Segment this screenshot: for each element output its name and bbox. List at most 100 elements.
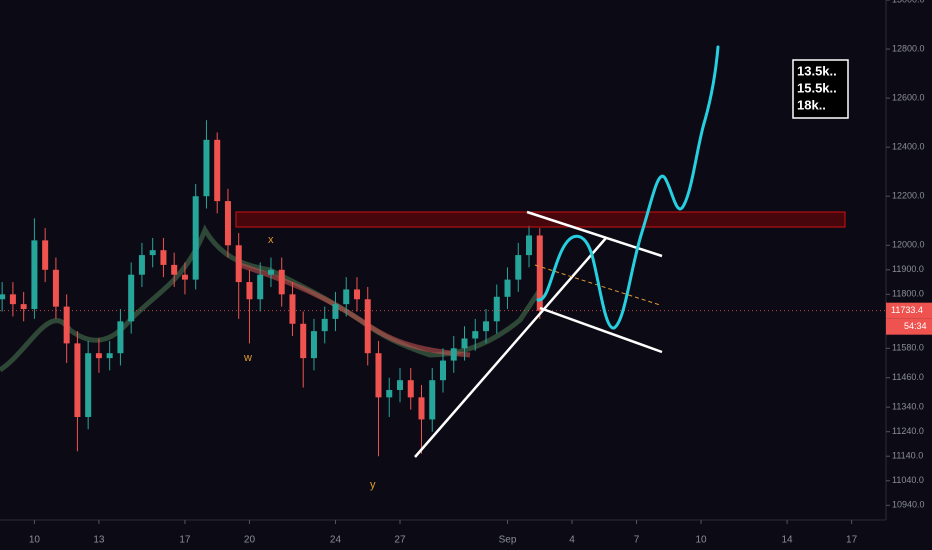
candle-body bbox=[396, 380, 403, 390]
candle-body bbox=[504, 279, 511, 297]
candle-body bbox=[493, 296, 500, 322]
x-tick-label: 7 bbox=[634, 535, 640, 546]
candle-body bbox=[74, 343, 81, 417]
y-tick-label: 11040.0 bbox=[892, 475, 924, 485]
y-tick-label: 11140.0 bbox=[892, 451, 923, 461]
candle-body bbox=[9, 294, 16, 305]
x-tick-label: Sep bbox=[499, 535, 517, 546]
candle-body bbox=[128, 274, 135, 322]
y-tick-label: 12800.0 bbox=[892, 43, 925, 53]
candle-body bbox=[52, 269, 59, 307]
x-tick-label: 24 bbox=[330, 535, 342, 546]
candle-body bbox=[515, 255, 522, 280]
candle-body bbox=[149, 250, 156, 256]
y-tick-label: 11900.0 bbox=[892, 264, 924, 274]
y-tick-label: 11240.0 bbox=[892, 426, 924, 436]
x-tick-label: 17 bbox=[179, 535, 191, 546]
x-tick-label: 10 bbox=[29, 535, 41, 546]
wave-label: w bbox=[243, 352, 252, 364]
countdown-box bbox=[886, 318, 932, 335]
wave-label: x bbox=[268, 234, 274, 246]
target-text: 15.5k.. bbox=[797, 80, 837, 95]
candle-body bbox=[418, 397, 425, 420]
candle-body bbox=[300, 323, 307, 359]
projection-path bbox=[536, 45, 720, 330]
candle-body bbox=[267, 269, 274, 275]
y-tick-label: 11580.0 bbox=[892, 343, 924, 353]
candle-body bbox=[472, 331, 479, 339]
candle-body bbox=[375, 353, 382, 398]
candle-body bbox=[117, 321, 124, 354]
candle-body bbox=[42, 240, 49, 270]
candle-body bbox=[440, 360, 446, 381]
plot-area bbox=[0, 120, 886, 457]
candle-body bbox=[63, 306, 70, 344]
x-tick-label: 14 bbox=[782, 535, 794, 546]
candle-body bbox=[95, 353, 102, 359]
target-text: 18k.. bbox=[797, 97, 826, 112]
candle-body bbox=[321, 318, 328, 332]
targets-box bbox=[792, 59, 849, 119]
moving-average-ribbon bbox=[0, 224, 543, 373]
candle-body bbox=[332, 304, 339, 319]
y-tick-label: 11340.0 bbox=[892, 402, 924, 412]
candle-body bbox=[203, 139, 210, 197]
candle-body bbox=[461, 338, 468, 349]
candle-body bbox=[407, 380, 414, 398]
candle-body bbox=[224, 201, 231, 246]
candle-body bbox=[343, 289, 350, 305]
y-tick-label: 13000.0 bbox=[892, 0, 925, 4]
candle-body bbox=[450, 348, 457, 361]
candle-body bbox=[235, 245, 242, 283]
candle-body bbox=[192, 196, 199, 280]
candle-body bbox=[386, 390, 393, 398]
candle-body bbox=[278, 269, 285, 295]
x-tick-label: 20 bbox=[244, 535, 256, 546]
candle-body bbox=[106, 353, 113, 359]
candle-body bbox=[310, 331, 317, 359]
candle-body bbox=[0, 294, 6, 300]
channel-top bbox=[526, 210, 663, 258]
candle-body bbox=[85, 353, 92, 417]
candle-body bbox=[526, 235, 533, 256]
candle-body bbox=[289, 294, 296, 324]
x-tick-label: 27 bbox=[394, 535, 406, 546]
x-tick-label: 13 bbox=[93, 535, 105, 546]
y-tick-label: 10940.0 bbox=[892, 500, 925, 510]
candle-body bbox=[20, 304, 27, 310]
x-tick-label: 10 bbox=[695, 535, 707, 546]
wave-label: y bbox=[370, 479, 376, 491]
y-tick-label: 11460.0 bbox=[892, 372, 924, 382]
candle-body bbox=[536, 235, 543, 311]
candle-body bbox=[214, 139, 221, 202]
candle-body bbox=[31, 240, 38, 310]
trend-line bbox=[414, 237, 607, 458]
y-tick-label: 12200.0 bbox=[892, 191, 925, 201]
candle-body bbox=[181, 274, 188, 280]
candle-body bbox=[160, 250, 167, 265]
x-tick-label: 4 bbox=[569, 535, 575, 546]
candle-body bbox=[257, 274, 264, 300]
candle-body bbox=[429, 380, 436, 420]
price-label: 11733.4 bbox=[891, 305, 923, 315]
x-tick-label: 17 bbox=[846, 535, 858, 546]
y-tick-label: 12400.0 bbox=[892, 142, 925, 152]
candle-body bbox=[171, 264, 178, 275]
candle-body bbox=[483, 321, 490, 332]
countdown: 54:34 bbox=[904, 321, 927, 331]
candle-body bbox=[364, 299, 371, 354]
channel-bottom bbox=[539, 306, 663, 354]
candle-body bbox=[353, 289, 360, 300]
resistance-zone bbox=[235, 211, 846, 228]
candle-body bbox=[138, 255, 145, 275]
target-text: 13.5k.. bbox=[797, 63, 837, 78]
price-label-box bbox=[886, 302, 932, 319]
y-tick-label: 11800.0 bbox=[892, 289, 924, 299]
y-tick-label: 12600.0 bbox=[892, 92, 925, 102]
ribbon-green bbox=[0, 224, 543, 373]
candle-body bbox=[246, 282, 253, 300]
y-tick-label: 12000.0 bbox=[892, 240, 925, 250]
ribbon-red bbox=[239, 262, 471, 358]
